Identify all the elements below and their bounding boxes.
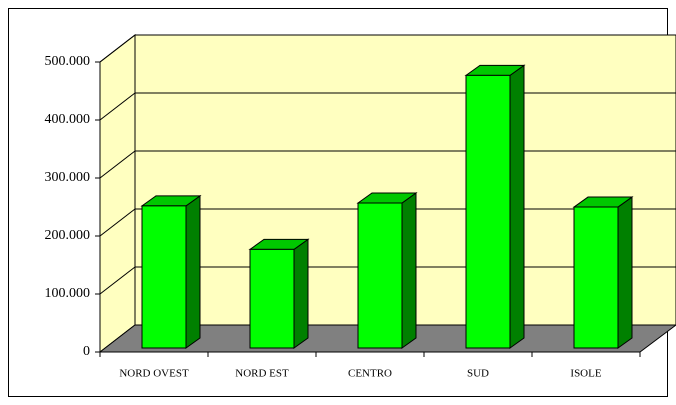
bar-side (617, 196, 633, 349)
x-tick-label: ISOLE (570, 368, 601, 380)
x-tick-label: NORD EST (235, 368, 289, 380)
grid-line (99, 34, 136, 63)
y-tick-label: 0 (83, 344, 90, 359)
y-tick-label: 200.000 (45, 228, 91, 243)
grid-line (99, 92, 136, 121)
x-tick-label: CENTRO (348, 368, 392, 380)
bar (464, 64, 526, 349)
bar-front (573, 206, 619, 349)
y-tick-label: 500.000 (45, 54, 91, 69)
x-tick-label: SUD (467, 368, 489, 380)
bar-side (401, 192, 417, 349)
grid-line (99, 208, 136, 237)
bar (572, 196, 634, 349)
y-tick-label: 100.000 (45, 286, 91, 301)
bar-front (141, 205, 187, 349)
y-tick-label: 300.000 (45, 170, 91, 185)
bar (140, 194, 202, 349)
x-tick-label: NORD OVEST (119, 368, 189, 380)
bar (248, 238, 310, 349)
grid-line (99, 150, 136, 179)
bar-front (465, 74, 511, 349)
bar-side (293, 238, 309, 349)
y-tick-label: 400.000 (45, 112, 91, 127)
bar-side (509, 64, 525, 349)
bar-side (185, 194, 201, 349)
bar (356, 192, 418, 349)
side-wall (99, 33, 136, 354)
grid-line (99, 266, 136, 295)
bar-front (249, 248, 295, 349)
bar-front (357, 202, 403, 349)
